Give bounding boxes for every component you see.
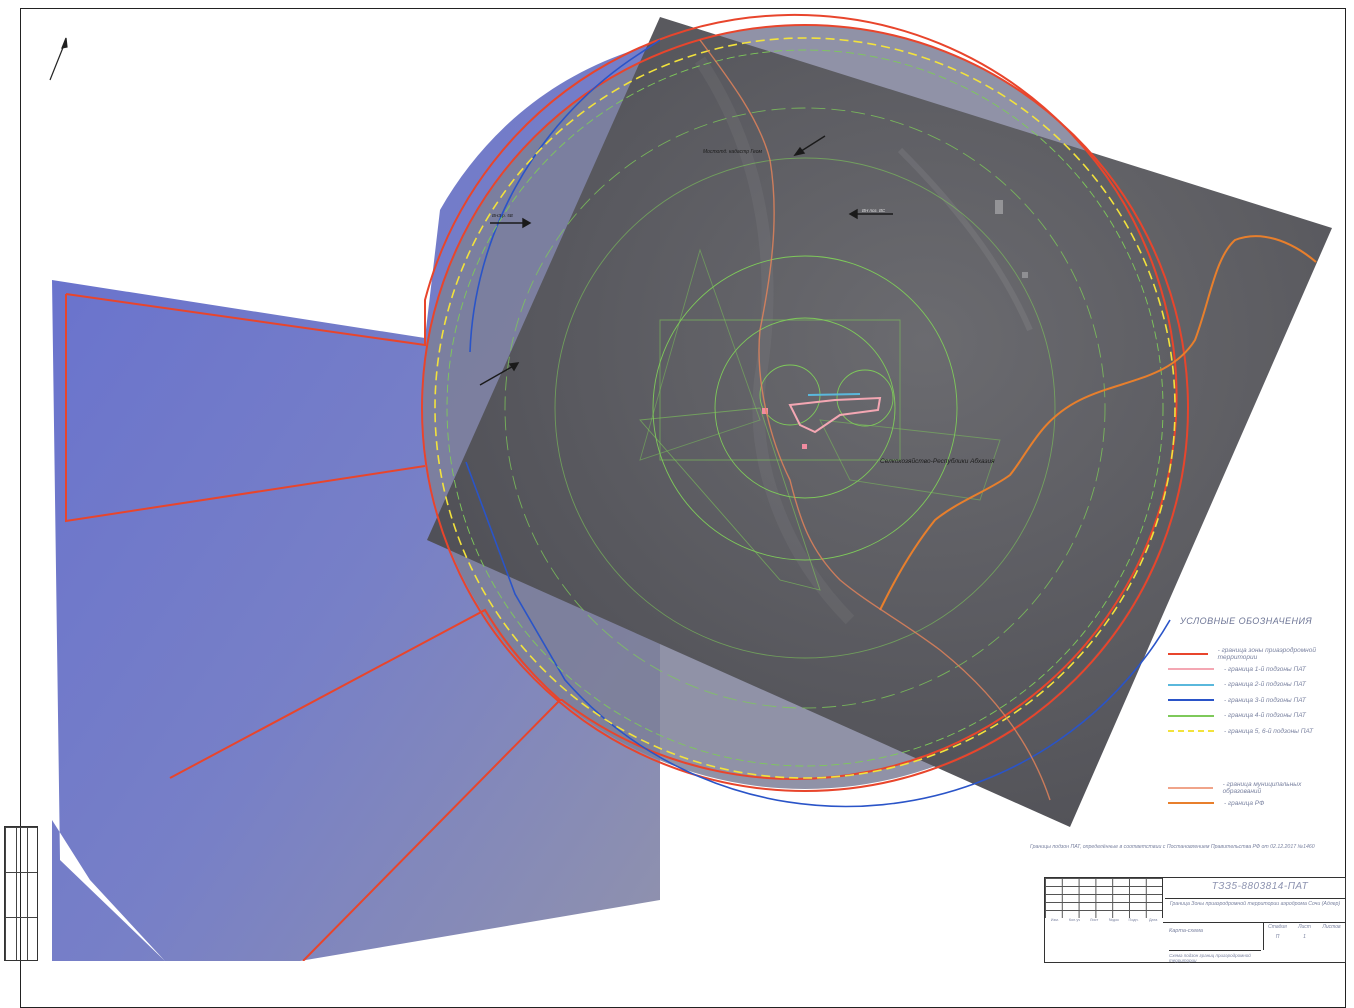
document-code: ТЗЗ5-8803814-ПАТ [1211, 881, 1309, 892]
approach-arrows [479, 135, 893, 386]
col-header: №док [1108, 918, 1119, 922]
legend-swatch [1168, 699, 1214, 702]
legend-item-label: - граница РФ [1224, 799, 1265, 807]
legend-item: - граница муниципальных образований [1168, 780, 1338, 796]
legend-item-label: - граница 1-й подзоны ПАТ [1224, 665, 1306, 673]
legend-item-label: - граница муниципальных образований [1222, 780, 1302, 795]
subzone3-boundary [465, 39, 1171, 808]
sheet-value-stage: П [1275, 934, 1280, 940]
document-name: Граница Зоны приаэродромной территории а… [1165, 898, 1345, 908]
legend-item: - граница 1-й подзоны ПАТ [1168, 662, 1338, 678]
legend-item: - граница 3-й подзоны ПАТ [1168, 693, 1338, 709]
legend-item-label: - граница 4-й подзоны ПАТ [1224, 712, 1306, 720]
arrow-label-2: ВНЗ р. 5В [492, 213, 513, 218]
legend-swatch [1168, 802, 1214, 805]
airfield-zone-map: Селкохозяйство-Республики Абхазия Мостот… [49, 13, 1332, 961]
title-block-divider [1163, 922, 1345, 923]
north-arrow-icon [49, 37, 68, 81]
legend-swatch [1168, 714, 1214, 717]
side-stamp [4, 826, 38, 961]
rf-border [879, 235, 1317, 611]
legend-swatch [1168, 786, 1213, 789]
legend-item: - граница 5, 6-й подзоны ПАТ [1168, 724, 1338, 740]
stage-label: Карта-схема [1169, 928, 1203, 934]
legend-title: УСЛОВНЫЕ ОБОЗНАЧЕНИЯ [1180, 616, 1313, 626]
organization-note: Схема подзон границ приаэродромной терри… [1169, 950, 1261, 963]
sheet-header-sheets: Листов [1322, 924, 1341, 930]
sheet-header-stage: Стадия [1268, 924, 1287, 930]
legend-item: - граница 4-й подзоны ПАТ [1168, 708, 1338, 724]
subzone56-boundary [434, 37, 1176, 779]
legend-item: - граница 2-й подзоны ПАТ [1168, 677, 1338, 693]
title-block: Изм. Кол.уч Лист №док Подп. Дата ТЗЗ5-88… [1044, 877, 1346, 963]
legend-item: - граница зоны приаэродромной территории [1168, 646, 1338, 662]
airfield-core [762, 393, 882, 449]
zone-circle-red [421, 24, 1189, 792]
col-header: Дата [1148, 918, 1158, 922]
municipal-border [699, 39, 1051, 801]
sheet-value-sheet: 1 [1303, 934, 1306, 940]
legend-item-label: - граница зоны приаэродромной территории [1217, 646, 1316, 661]
top-label: Мостотд. кадастр Геом [703, 149, 763, 155]
revision-headers: Изм. Кол.уч Лист №док Подп. Дата [1045, 918, 1163, 922]
legend-item-label: - граница 5, 6-й подзоны ПАТ [1224, 727, 1314, 735]
legend-item: - граница РФ [1168, 796, 1338, 812]
sheet-header-sheet: Лист [1298, 924, 1311, 930]
col-header: Лист [1090, 918, 1099, 922]
map-sheet: Селкохозяйство-Республики Абхазия Мостот… [4, 8, 1346, 1008]
legend-swatch [1168, 668, 1214, 671]
legend-item-label: - граница 3-й подзоны ПАТ [1224, 696, 1306, 704]
arrow-label-1: ВН поз. ВС [862, 208, 886, 213]
col-header: Подп. [1128, 918, 1139, 922]
revision-grid [1045, 878, 1163, 918]
col-header: Кол.уч [1068, 918, 1081, 922]
legend-item-label: - граница 2-й подзоны ПАТ [1224, 681, 1306, 689]
legend: УСЛОВНЫЕ ОБОЗНАЧЕНИЯ - граница зоны приа… [1168, 616, 1338, 811]
legend-swatch [1168, 683, 1214, 686]
legend-items: - граница зоны приаэродромной территории… [1168, 646, 1338, 811]
sheet-cells: Стадия Лист Листов П 1 [1263, 922, 1346, 950]
subzone4-circles [446, 49, 1164, 767]
legend-swatch [1168, 730, 1214, 733]
settlement-label: Селкохозяйство-Республики Абхазия [880, 457, 995, 465]
map-footnote: Границы подзон ПАТ, определённые в соотв… [1030, 844, 1315, 850]
legend-swatch [1168, 652, 1208, 655]
col-header: Изм. [1050, 918, 1059, 922]
